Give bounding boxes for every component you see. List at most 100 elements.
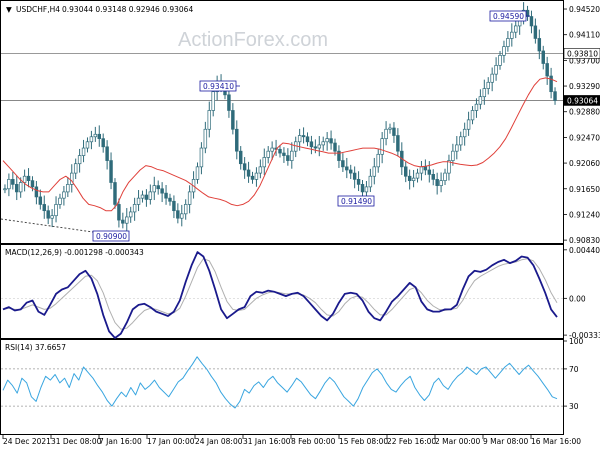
- candle-body: [26, 175, 31, 181]
- x-tick-label: 7 Jan 16:00: [99, 437, 142, 446]
- axes: 0.94520 0.94110 0.93700 0.93290 0.92880 0.924…: [2, 5, 600, 446]
- candle-body: [325, 138, 329, 143]
- candle-body: [15, 184, 19, 193]
- candle-body: [301, 135, 306, 138]
- candle-body: [415, 172, 420, 179]
- candle-body: [313, 146, 318, 149]
- candle-body: [140, 194, 145, 199]
- candle-body: [50, 215, 54, 219]
- candle-body: [317, 144, 322, 149]
- candle-body: [388, 127, 392, 130]
- candle-body: [18, 182, 23, 193]
- ohlc-readout: 0.93044 0.93148 0.92946 0.93064: [62, 5, 193, 14]
- candle-body: [38, 196, 43, 205]
- candle-body: [160, 188, 164, 194]
- candle-body: [348, 169, 353, 174]
- candle-body: [97, 133, 101, 140]
- candle-body: [345, 166, 349, 171]
- candle-body: [392, 127, 396, 136]
- candle-body: [93, 133, 98, 138]
- macd-tick-label: -0.003338: [569, 331, 600, 340]
- candle-body: [549, 75, 553, 93]
- x-tick-label: 9 Mar 08:00: [483, 437, 529, 446]
- candle-body: [30, 180, 35, 188]
- x-tick-label: 2 Mar 00:00: [435, 437, 481, 446]
- price-tick-label: 0.90830: [569, 236, 600, 245]
- macd-tick-label: 0.00: [569, 294, 586, 303]
- x-tick-label: 24 Jan 08:00: [195, 437, 243, 446]
- candle-body: [404, 166, 408, 177]
- candle-body: [183, 204, 188, 215]
- candle-body: [553, 91, 557, 101]
- x-tick-label: 24 Dec 2021: [3, 437, 51, 446]
- candle-body: [545, 63, 549, 77]
- collapse-triangle-icon[interactable]: ▼: [6, 5, 12, 14]
- candle-body: [427, 169, 432, 175]
- macd-title: MACD(12,26,9) -0.001298 -0.000343: [5, 248, 144, 257]
- symbol-label: USDCHF,H4: [16, 5, 60, 14]
- annotation-box: [337, 195, 375, 207]
- candle-body: [34, 186, 39, 198]
- candle-body: [136, 197, 141, 205]
- candle-body: [195, 166, 200, 180]
- x-tick-label: 31 Dec 08:00: [51, 437, 102, 446]
- candle-body: [455, 144, 459, 152]
- candle-body: [297, 135, 302, 143]
- level-tag-label: 0.93810: [567, 49, 598, 58]
- candle-body: [376, 153, 380, 168]
- candle-body: [125, 216, 129, 224]
- macd-line: [2, 251, 558, 339]
- candle-body: [172, 200, 176, 212]
- candle-body: [203, 128, 208, 149]
- candle-body: [309, 141, 314, 148]
- macd-plot: [1, 251, 563, 339]
- candle-body: [180, 213, 184, 219]
- candle-body: [329, 138, 333, 144]
- candle-body: [470, 110, 475, 121]
- x-tick-label: 16 Mar 16:00: [531, 437, 581, 446]
- candle-body: [341, 160, 345, 168]
- candle-body: [431, 174, 435, 180]
- candle-body: [42, 204, 46, 212]
- candle-body: [254, 172, 259, 180]
- candle-body: [148, 191, 153, 200]
- candle-body: [238, 150, 243, 165]
- candle-body: [22, 175, 27, 183]
- candle-body: [227, 94, 231, 111]
- candle-body: [494, 65, 498, 75]
- candle-body: [187, 191, 192, 205]
- candle-body: [396, 135, 400, 152]
- candle-body: [85, 141, 90, 149]
- price-tick-label: 0.91240: [569, 210, 600, 219]
- candle-body: [533, 25, 538, 39]
- candle-body: [360, 184, 365, 193]
- price-tick-label: 0.92470: [569, 133, 600, 142]
- macd-signal-line: [2, 258, 558, 330]
- annotation-box: [92, 230, 130, 242]
- x-tick-label: 15 Feb 08:00: [339, 437, 388, 446]
- candle-body: [156, 185, 160, 190]
- candle-body: [207, 110, 212, 130]
- candle-body: [290, 150, 294, 161]
- ma-line: [2, 77, 558, 212]
- candle-body: [11, 179, 15, 185]
- candle-body: [7, 179, 11, 190]
- candle-body: [246, 169, 251, 177]
- candle-body: [411, 177, 416, 181]
- candle-body: [152, 185, 156, 193]
- candle-body: [537, 38, 542, 52]
- price-tick-label: 0.94110: [569, 31, 600, 40]
- x-tick-label: 17 Jan 00:00: [147, 437, 195, 446]
- candle-body: [435, 179, 439, 186]
- rsi-plot: [1, 356, 563, 409]
- candle-body: [101, 138, 105, 148]
- candle-body: [242, 163, 247, 171]
- candle-body: [506, 38, 510, 47]
- candle-body: [529, 16, 534, 27]
- candle-body: [541, 50, 545, 64]
- rsi-line: [2, 356, 558, 409]
- candle-body: [482, 88, 487, 98]
- candle-body: [462, 128, 467, 138]
- candle-body: [3, 188, 7, 191]
- price-tick-label: 0.92880: [569, 108, 600, 117]
